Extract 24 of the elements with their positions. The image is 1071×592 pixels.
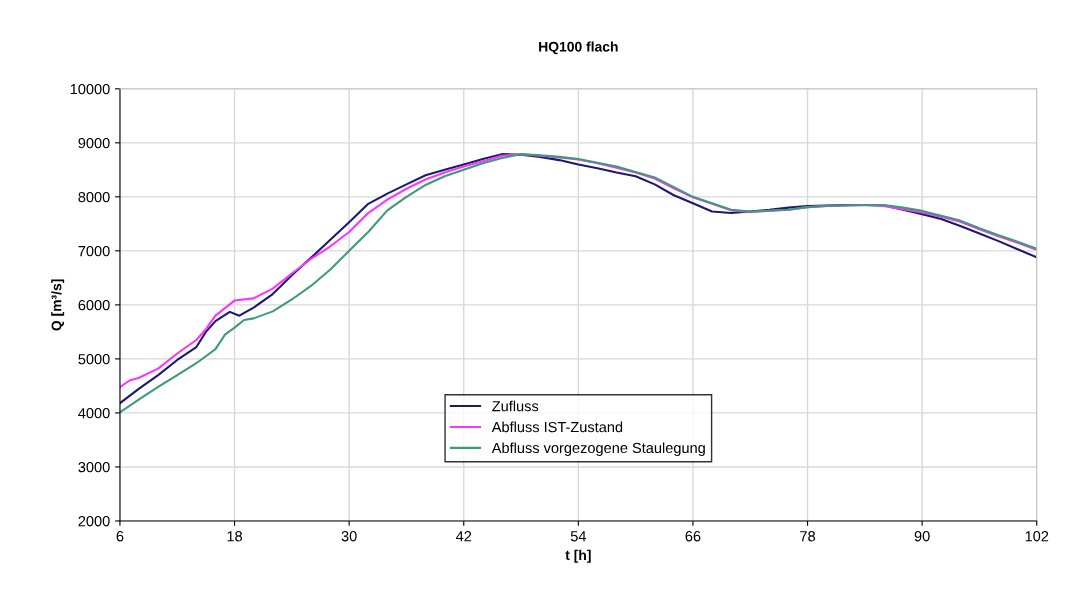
legend-label: Abfluss vorgezogene Staulegung (491, 442, 705, 456)
x-tick-label: 66 (685, 531, 701, 542)
y-tick-label: 8000 (78, 191, 110, 203)
y-tick-label: 10000 (70, 83, 110, 95)
chart-title: HQ100 flach (539, 41, 618, 55)
x-tick-label: 6 (116, 531, 124, 542)
legend-label: Zufluss (492, 400, 539, 412)
y-tick-label: 7000 (78, 245, 110, 257)
y-tick-label: 9000 (78, 137, 110, 149)
x-tick-label: 42 (455, 531, 472, 542)
x-tick-label: 54 (570, 531, 587, 542)
y-axis-title: Q [m³/s] (51, 279, 65, 331)
y-tick-label: 2000 (78, 516, 110, 527)
x-tick-label: 18 (227, 531, 243, 542)
legend-label: Abfluss IST-Zustand (491, 421, 623, 433)
x-tick-label: 90 (914, 531, 930, 542)
x-tick-label: 30 (341, 531, 357, 542)
x-tick-label: 102 (1025, 531, 1049, 542)
x-axis-title: t [h] (565, 549, 591, 563)
y-tick-label: 6000 (78, 299, 110, 311)
x-tick-label: 78 (800, 531, 816, 542)
y-tick-label: 3000 (78, 462, 110, 473)
y-tick-label: 4000 (78, 408, 110, 419)
y-tick-label: 5000 (78, 354, 110, 365)
